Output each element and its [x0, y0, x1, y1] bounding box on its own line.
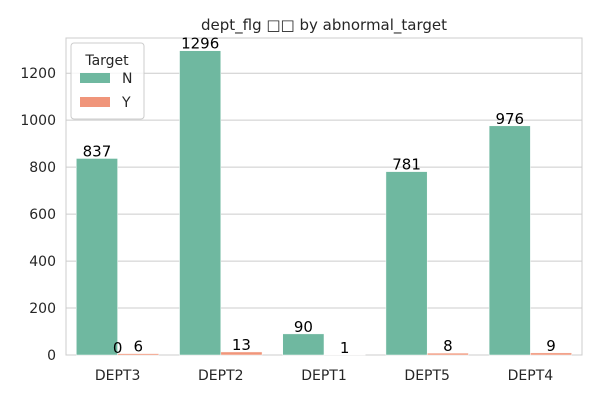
y-tick-label-400: 400	[29, 254, 56, 270]
axis-ticks: 0 200 400 600 800 1000 1200 DEPT3 DEPT2 DEPT1 DEPT…	[20, 66, 553, 384]
y-tick-label-600: 600	[29, 207, 56, 223]
bar-dept2-y	[220, 351, 263, 356]
data-label-dept2-y: 13	[232, 336, 251, 354]
data-label-dept4-y: 9	[546, 337, 556, 355]
y-tick-label-1200: 1200	[20, 66, 56, 82]
bar-dept3-y	[117, 353, 160, 356]
legend: Target N Y	[70, 42, 145, 120]
data-label-dept3-n: 837	[83, 142, 112, 160]
bar-dept2-n	[179, 50, 222, 356]
legend-swatch-y	[80, 97, 110, 107]
x-tick-label-dept1: DEPT1	[301, 368, 347, 384]
bar-dept1-n	[282, 333, 325, 356]
x-tick-label-dept2: DEPT2	[198, 368, 244, 384]
data-label-dept3-y: 6	[133, 338, 143, 356]
data-label-dept2-n: 1296	[181, 35, 219, 53]
legend-swatch-n	[80, 73, 110, 83]
legend-title: Target	[84, 53, 129, 69]
x-tick-label-dept4: DEPT4	[508, 368, 554, 384]
data-label-dept1-y: 1	[340, 339, 350, 357]
bars	[76, 50, 572, 356]
bar-dept5-y	[426, 352, 469, 356]
legend-label-y: Y	[121, 95, 131, 111]
chart-title: dept_flg □□ by abnormal_target	[201, 16, 447, 35]
bar-dept3-n	[76, 158, 118, 356]
x-tick-label-dept3: DEPT3	[95, 368, 141, 384]
bar-dept4-n	[488, 125, 531, 356]
data-label-dept3-extra: 0	[113, 339, 123, 357]
data-label-dept1-n: 90	[294, 318, 313, 336]
data-label-dept4-n: 976	[495, 110, 524, 128]
bar-dept5-n	[385, 171, 428, 356]
data-label-dept5-y: 8	[443, 337, 453, 355]
x-tick-label-dept5: DEPT5	[404, 368, 450, 384]
bar-dept4-y	[530, 352, 572, 356]
data-label-dept5-n: 781	[392, 156, 421, 174]
y-tick-label-0: 0	[47, 348, 56, 364]
y-tick-label-800: 800	[29, 160, 56, 176]
y-tick-label-1000: 1000	[20, 113, 56, 129]
legend-label-n: N	[122, 71, 132, 87]
y-tick-label-200: 200	[29, 301, 56, 317]
